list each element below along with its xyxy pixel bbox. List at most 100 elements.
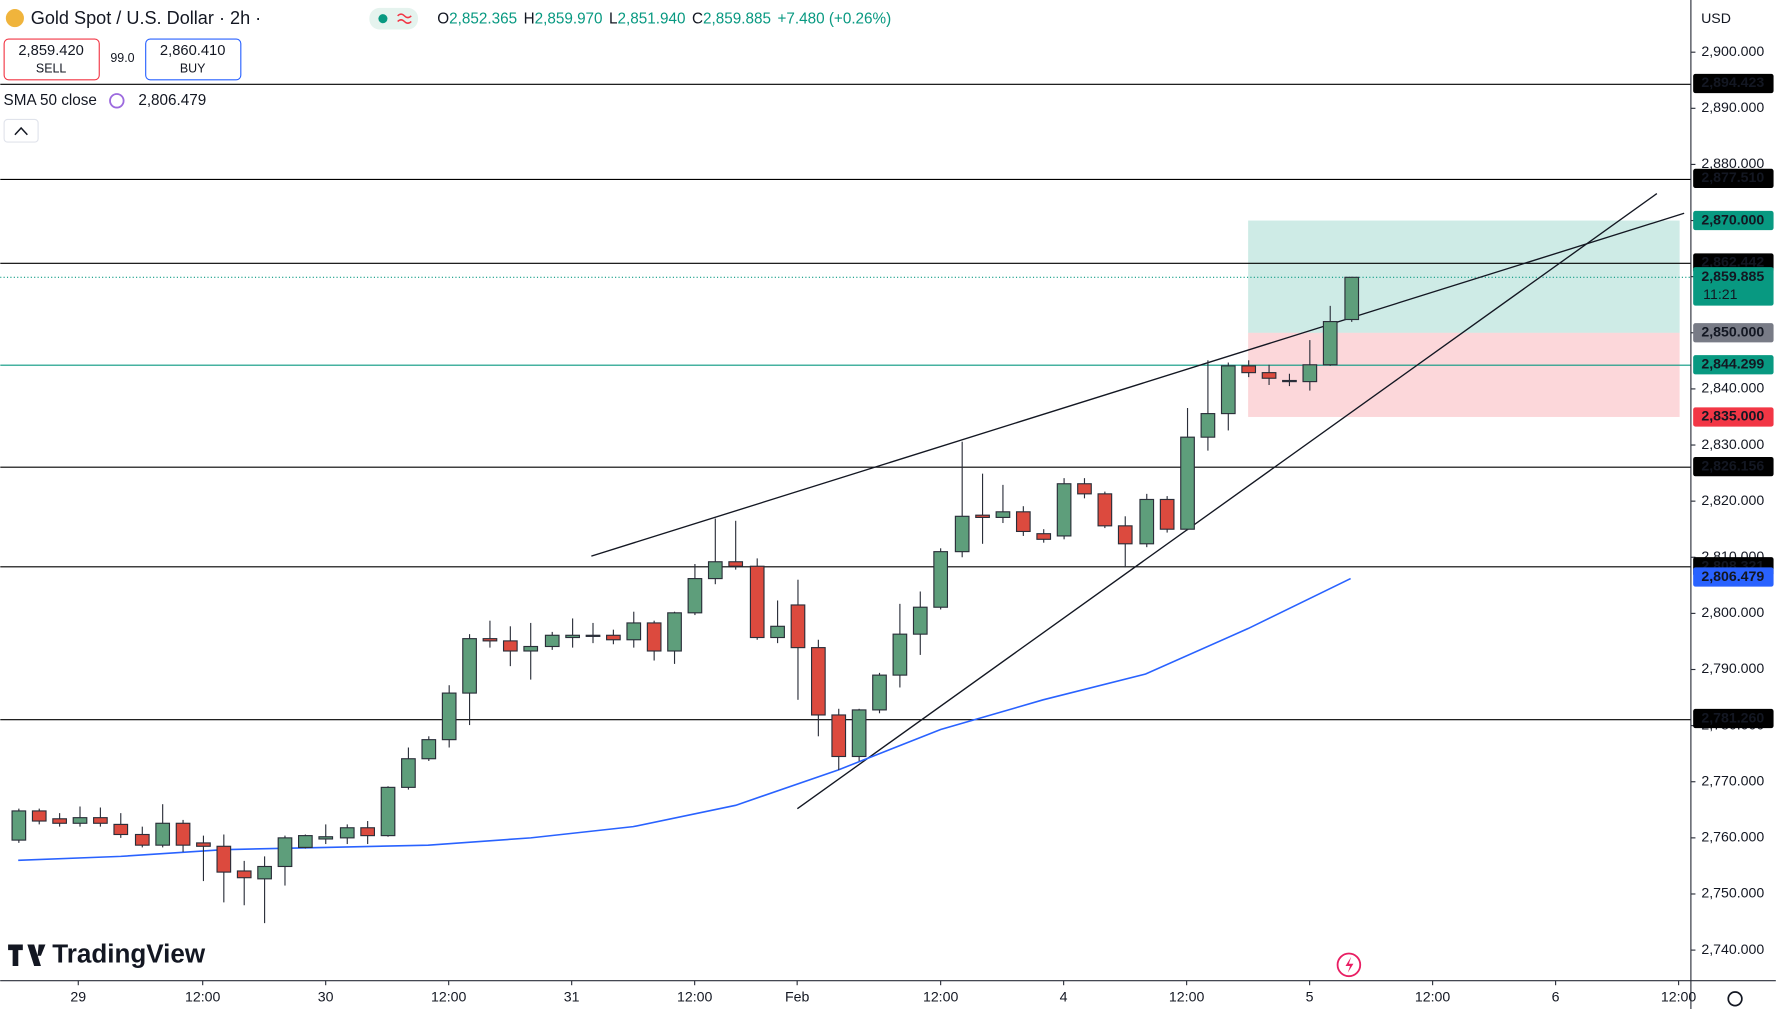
candle-body [646, 622, 662, 652]
candle-body [298, 835, 313, 848]
candle-body [1117, 525, 1133, 545]
candle-body [912, 606, 928, 635]
level-label: 2,844.299 [1701, 356, 1764, 372]
candle-body [1015, 511, 1031, 533]
ohlc-change: +7.480 (+0.26%) [777, 10, 891, 27]
ohlc-value: 2,859.885 [703, 10, 771, 27]
candle-body [482, 638, 498, 642]
position-target-box [1693, 210, 1774, 231]
candle-body [892, 633, 908, 676]
candle-body [1322, 320, 1338, 366]
settings-icon[interactable] [1727, 991, 1743, 1007]
currency[interactable]: USD [1701, 10, 1731, 26]
sell-price: 2,859.420 [18, 43, 83, 59]
candle-body [421, 739, 437, 760]
candle-body [441, 692, 457, 741]
candle-body [1139, 498, 1155, 545]
position-stop-label: 2,835.000 [1701, 408, 1764, 424]
spread: 99.0 [110, 51, 134, 65]
y-tick-label: 2,840.000 [1701, 380, 1764, 396]
x-tick-label: 12:00 [431, 988, 467, 1004]
candle-body [851, 709, 867, 758]
buy-button[interactable] [145, 38, 242, 81]
buy-label: BUY [180, 61, 206, 75]
position-entry-box [1693, 323, 1774, 343]
candle-body [93, 817, 108, 824]
sma-value-label: 2,806.479 [1701, 568, 1764, 584]
y-tick-label: 2,790.000 [1701, 660, 1764, 676]
candle-body [175, 822, 191, 846]
candle-body [770, 625, 785, 639]
level-label: 2,894.423 [1701, 74, 1764, 90]
brand-logo [8, 944, 46, 966]
level-label: 2,781.260 [1701, 709, 1764, 725]
candle-body [1036, 533, 1052, 540]
y-tick-label: 2,800.000 [1701, 604, 1764, 620]
candle-body [975, 514, 990, 518]
x-tick-label: 12:00 [1169, 988, 1205, 1004]
sell-button[interactable] [3, 38, 100, 81]
candle-body [1344, 276, 1360, 321]
y-tick-label: 2,750.000 [1701, 885, 1764, 901]
collapse-button[interactable] [3, 118, 39, 143]
sma-line [18, 577, 1351, 862]
x-tick-label: 29 [70, 988, 86, 1004]
candle-body [954, 515, 970, 553]
ohlc-key: O [437, 10, 449, 27]
candle-body [790, 604, 806, 649]
position-target-label: 2,870.000 [1701, 211, 1764, 227]
sma-legend: SMA 50 close [4, 92, 97, 109]
symbol-icon [5, 9, 24, 28]
candle-body [810, 647, 826, 716]
status-icon [397, 13, 412, 24]
position-profit-zone [1248, 220, 1680, 333]
candle-body [1282, 379, 1297, 383]
ohlc-key: C [692, 10, 703, 27]
sma-value-box [1693, 567, 1774, 587]
trend-line [796, 193, 1658, 810]
candle-body [155, 822, 171, 846]
y-tick-label: 2,890.000 [1701, 99, 1764, 115]
candle-body [339, 827, 355, 839]
candle-body [360, 827, 376, 837]
candle-body [134, 833, 150, 846]
candle-body [318, 836, 334, 840]
position-stop-box [1693, 407, 1774, 427]
last-price-label: 2,859.885 [1701, 268, 1764, 284]
candle-body [1097, 493, 1113, 527]
ohlc-legend: O2,852.365 H2,859.970 L2,851.940 C2,859.… [437, 10, 891, 27]
y-tick-label: 2,770.000 [1701, 772, 1764, 788]
candle-body [52, 818, 67, 824]
candle-body [236, 870, 252, 879]
candle-body [707, 561, 723, 580]
level-box [1693, 456, 1774, 477]
candle-body [1077, 483, 1092, 495]
sell-label: SELL [36, 61, 67, 75]
position-entry-label: 2,850.000 [1701, 324, 1764, 340]
candle-body [1302, 364, 1318, 383]
x-tick-label: 5 [1306, 988, 1314, 1004]
sma-icon[interactable] [109, 93, 125, 109]
x-tick-label: 6 [1552, 988, 1560, 1004]
candle-body [872, 674, 887, 711]
candle-body [606, 634, 621, 641]
y-tick-label: 2,760.000 [1701, 829, 1764, 845]
ohlc-value: 2,851.940 [618, 10, 686, 27]
sma-legend-value: 2,806.479 [138, 92, 206, 109]
candle-body [749, 565, 765, 639]
candle-body [544, 634, 560, 648]
status-pill[interactable] [369, 7, 419, 30]
candle-body [933, 551, 949, 608]
plot-area [0, 83, 1691, 924]
candle-body [1220, 365, 1236, 415]
candle-body [462, 638, 477, 694]
candle-body [1159, 498, 1175, 530]
candle-body [1180, 436, 1195, 530]
candle-body [687, 578, 703, 614]
candle-body [11, 810, 27, 841]
candle-body [728, 561, 744, 567]
candle-body [1241, 365, 1257, 374]
alert-icon[interactable] [1336, 952, 1362, 978]
